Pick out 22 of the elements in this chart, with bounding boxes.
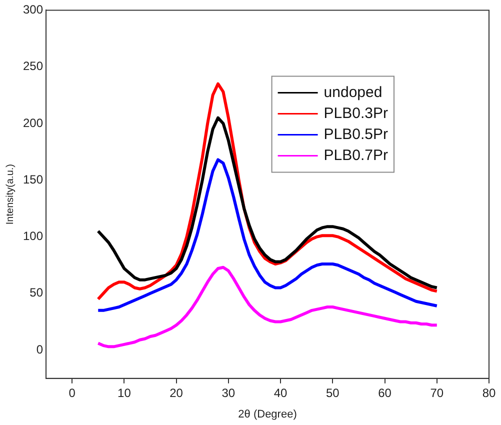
x-axis-title: 2θ (Degree) xyxy=(238,408,297,420)
y-tick-label: 50 xyxy=(30,286,44,300)
x-tick-label: 50 xyxy=(326,386,340,400)
x-tick-label: 80 xyxy=(482,386,496,400)
legend-label: PLB0.5Pr xyxy=(324,126,388,143)
x-tick-label: 20 xyxy=(170,386,184,400)
y-tick-label: 300 xyxy=(22,2,44,17)
y-tick-label: 150 xyxy=(22,172,44,186)
y-tick-label: 250 xyxy=(22,59,44,74)
y-tick-label: 200 xyxy=(22,116,44,130)
x-tick-label: 70 xyxy=(430,386,444,400)
x-tick-label: 10 xyxy=(118,386,132,400)
x-tick-label: 0 xyxy=(68,386,76,400)
legend-label: PLB0.3Pr xyxy=(324,104,388,122)
legend-label: PLB0.7Pr xyxy=(324,146,388,164)
y-tick-label: 0 xyxy=(36,342,44,356)
x-tick-label: 60 xyxy=(378,386,392,400)
x-tick-label: 30 xyxy=(222,386,236,400)
y-axis-title: Intensity(a.u.) xyxy=(4,164,16,225)
x-tick-label: 40 xyxy=(274,386,288,400)
y-tick-label: 100 xyxy=(22,229,44,244)
legend-label: undoped xyxy=(324,84,382,101)
